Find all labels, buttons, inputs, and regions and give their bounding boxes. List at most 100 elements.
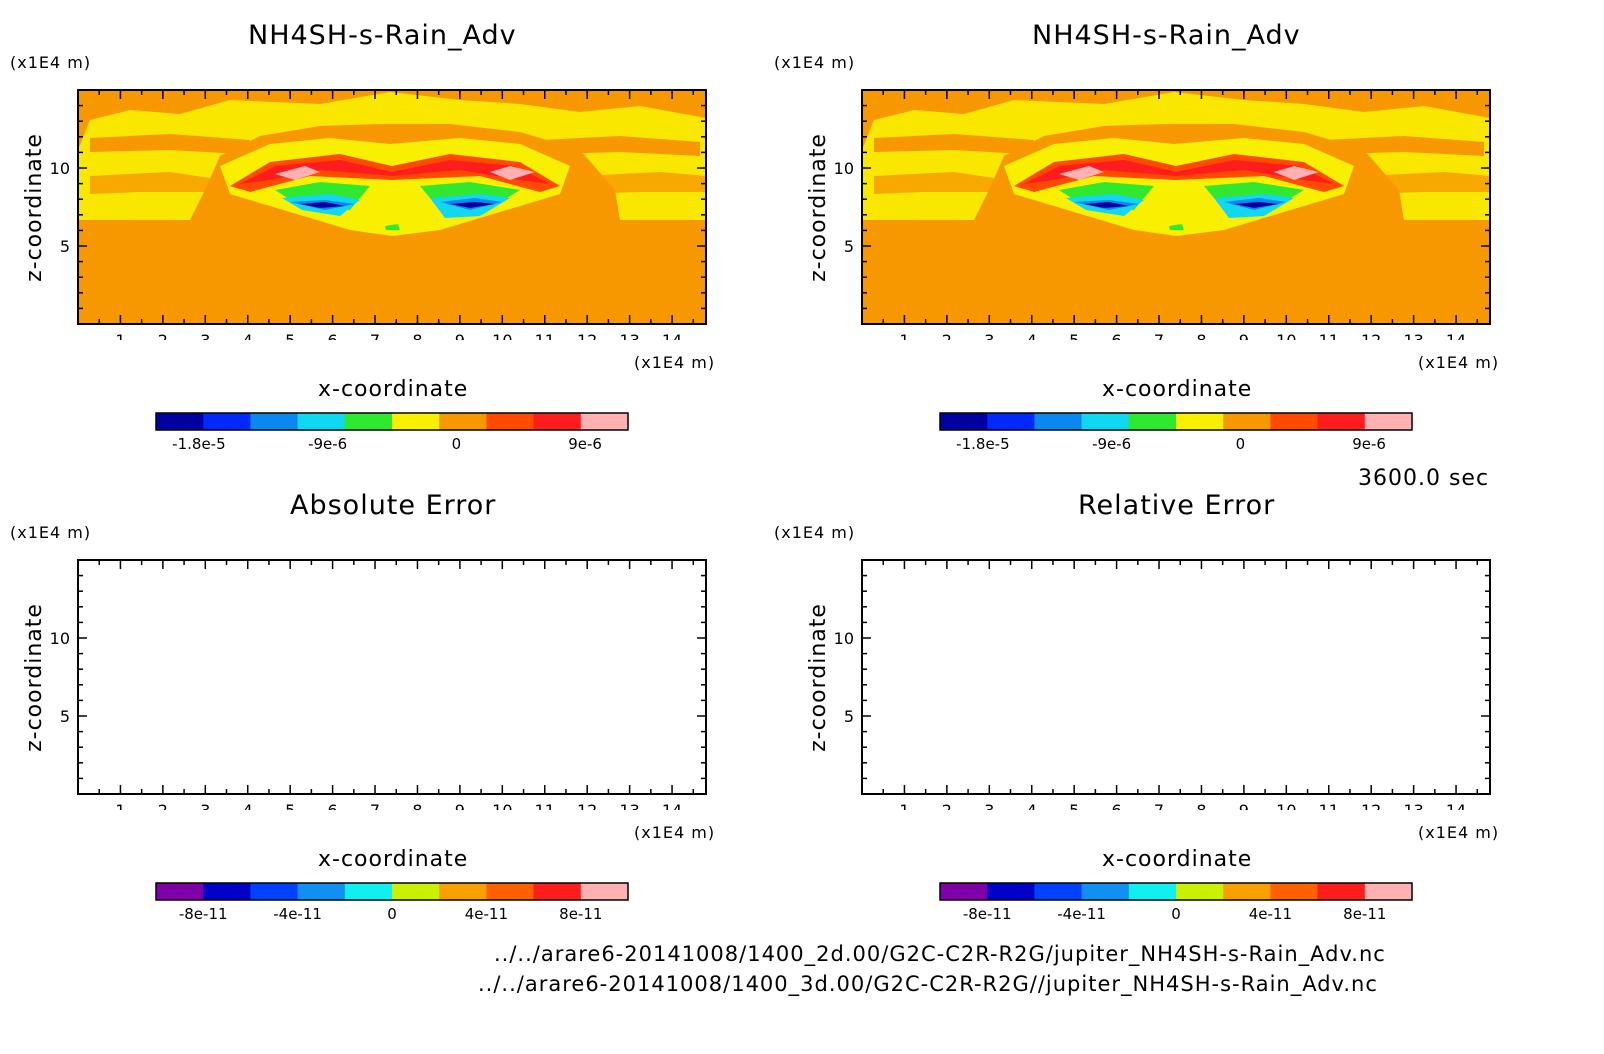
x-tick-label: 12	[1361, 801, 1381, 810]
colorbar-tick-label: 8e-11	[1343, 905, 1386, 923]
colorbar-segment	[439, 883, 487, 900]
x-axis-label: x-coordinate	[318, 377, 469, 402]
x-tick-label: 2	[158, 331, 168, 340]
colorbar: -1.8e-5 -9e-6 0 9e-6	[939, 412, 1413, 453]
colorbar-segment	[533, 413, 582, 430]
x-tick-label: 5	[285, 801, 295, 810]
x-tick-label: 4	[1027, 331, 1037, 340]
x-tick-label: 1	[115, 331, 125, 340]
x-tick-label: 2	[942, 331, 952, 340]
x-tick-label: 11	[535, 331, 555, 340]
x-tick-label: 7	[1154, 801, 1164, 810]
x-tick-label: 11	[1319, 331, 1339, 340]
colorbar-tick-label: 0	[387, 905, 397, 923]
y-axis-label: z-coordinate	[21, 603, 47, 752]
colorbar-segment	[940, 883, 988, 900]
x-tick-label: 11	[535, 801, 555, 810]
x-tick-label: 11	[1319, 801, 1339, 810]
axis-ticks: 1234567891011121314510	[834, 90, 1490, 340]
colorbar-segment	[344, 413, 393, 430]
x-tick-label: 8	[1196, 331, 1206, 340]
colorbar-tick-label: 4e-11	[1249, 905, 1292, 923]
x-tick-label: 3	[200, 331, 210, 340]
x-tick-label: 5	[1069, 801, 1079, 810]
colorbar-tick-label: -8e-11	[179, 905, 228, 923]
colorbar-segment	[1128, 883, 1177, 900]
y-tick-label: 5	[844, 707, 854, 726]
x-tick-label: 13	[619, 801, 639, 810]
x-tick-label: 6	[1112, 801, 1122, 810]
colorbar-segment	[250, 413, 299, 430]
plot-area: 1234567891011121314510	[50, 89, 707, 340]
x-axis-label: x-coordinate	[1102, 377, 1253, 402]
y-tick-label: 5	[60, 237, 70, 256]
x-tick-label: 9	[455, 331, 465, 340]
y-axis-label: z-coordinate	[21, 133, 47, 282]
plot-frame	[861, 559, 1491, 795]
colorbar-segment	[297, 883, 346, 900]
colorbar-segment	[1128, 413, 1177, 430]
plot-area: 1234567891011121314510	[834, 559, 1491, 810]
x-tick-label: 13	[1403, 801, 1423, 810]
y-unit-label: (x1E4 m)	[774, 523, 856, 542]
colorbar-segment	[203, 883, 251, 900]
x-axis-label: x-coordinate	[1102, 847, 1253, 872]
colorbar-segment	[297, 413, 346, 430]
colorbar-segment	[486, 883, 535, 900]
colorbar-segment	[987, 883, 1035, 900]
colorbar-frame	[939, 412, 1413, 431]
colorbar-tick-label: 0	[452, 435, 462, 453]
colorbar-frame	[155, 882, 629, 901]
x-tick-label: 3	[984, 801, 994, 810]
colorbar-segment	[1176, 413, 1224, 430]
x-tick-label: 10	[1276, 801, 1296, 810]
x-tick-label: 2	[158, 801, 168, 810]
x-tick-label: 5	[285, 331, 295, 340]
x-unit-label: (x1E4 m)	[634, 823, 716, 842]
x-tick-label: 1	[899, 331, 909, 340]
plot-area: 1234567891011121314510	[50, 559, 707, 810]
colorbar-segment	[1317, 413, 1366, 430]
x-tick-label: 10	[492, 331, 512, 340]
colorbar-frame	[155, 412, 629, 431]
x-tick-label: 6	[1112, 331, 1122, 340]
x-tick-label: 12	[1361, 331, 1381, 340]
colorbar-segment	[580, 413, 629, 430]
x-tick-label: 9	[1239, 331, 1249, 340]
x-tick-label: 6	[328, 331, 338, 340]
x-tick-label: 1	[115, 801, 125, 810]
x-tick-label: 8	[1196, 801, 1206, 810]
colorbar-segment	[156, 413, 204, 430]
x-tick-label: 8	[412, 331, 422, 340]
plot-frame	[77, 559, 707, 795]
x-tick-label: 12	[577, 801, 597, 810]
colorbar-segment	[580, 883, 629, 900]
colorbar-segment	[1270, 883, 1319, 900]
x-tick-label: 7	[1154, 331, 1164, 340]
time-label: 3600.0 sec	[1358, 466, 1490, 491]
colorbar: -1.8e-5 -9e-6 0 9e-6	[155, 412, 629, 453]
x-tick-label: 2	[942, 801, 952, 810]
colorbar-segment	[203, 413, 251, 430]
colorbar-tick-label: 9e-6	[568, 435, 602, 453]
colorbar-segment	[1081, 413, 1130, 430]
x-unit-label: (x1E4 m)	[1418, 823, 1500, 842]
x-tick-label: 14	[1446, 801, 1466, 810]
y-axis-label: z-coordinate	[805, 133, 831, 282]
x-tick-label: 8	[412, 801, 422, 810]
y-tick-label: 10	[834, 159, 854, 178]
x-tick-label: 5	[1069, 331, 1079, 340]
colorbar-segment	[439, 413, 487, 430]
x-tick-label: 7	[370, 331, 380, 340]
axis-ticks: 1234567891011121314510	[50, 560, 706, 810]
colorbar-tick-label: 4e-11	[465, 905, 508, 923]
x-tick-label: 10	[492, 801, 512, 810]
x-tick-label: 14	[662, 801, 682, 810]
colorbar-tick-label: -9e-6	[1092, 435, 1131, 453]
colorbar-segment	[344, 883, 393, 900]
y-unit-label: (x1E4 m)	[774, 53, 856, 72]
x-tick-label: 6	[328, 801, 338, 810]
x-tick-label: 9	[1239, 801, 1249, 810]
chart-title: Relative Error	[1078, 490, 1276, 521]
x-tick-label: 14	[1446, 331, 1466, 340]
